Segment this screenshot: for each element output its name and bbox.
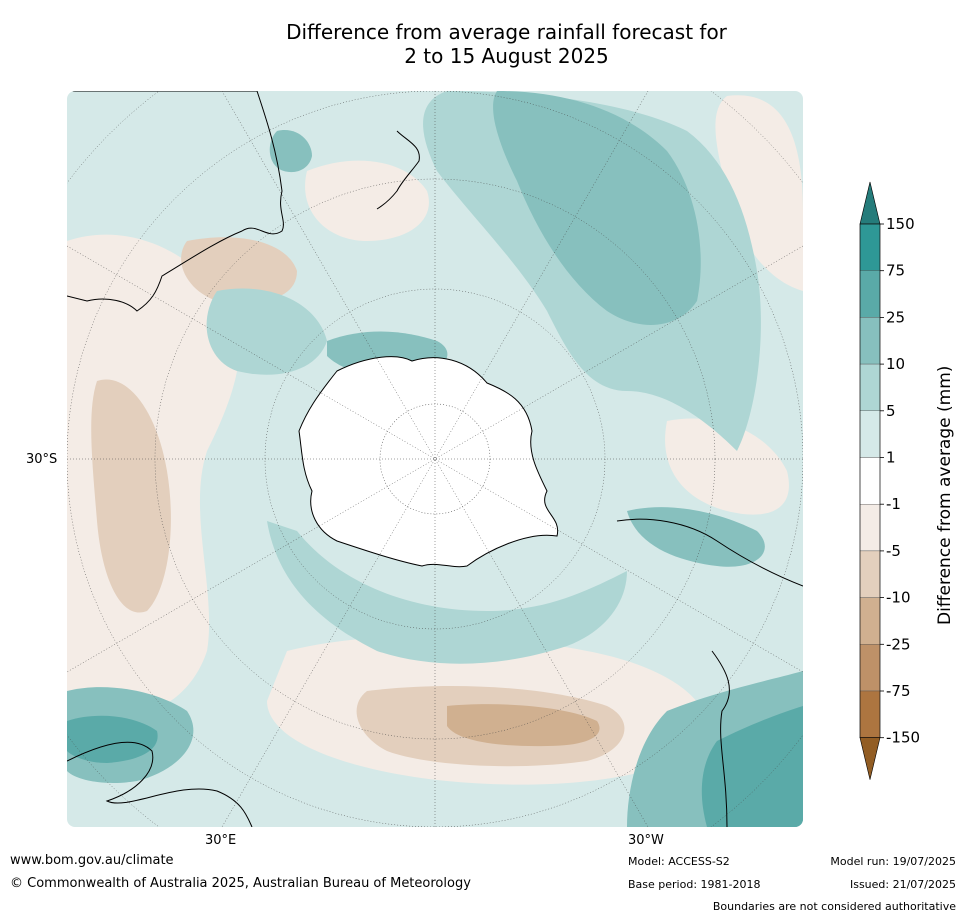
footer-base-period: Base period: 1981-2018 [628,878,761,891]
colorbar-arrow-top [859,181,881,225]
graticule [67,91,803,827]
longitude-label-east: 30°E [205,833,237,848]
colorbar-segment [859,690,881,738]
colorbar-tick-label: 150 [886,215,915,233]
africa-coast [67,741,253,827]
colorbar-label: Difference from average (mm) [935,365,955,625]
colorbar-segment [859,504,881,552]
australia-coast [67,91,284,312]
colorbar-tick-label: 25 [886,308,905,326]
colorbar-segment [859,644,881,692]
new-zealand-coast [376,130,420,210]
colorbar-tick-label: -25 [886,635,911,653]
footer-copyright: © Commonwealth of Australia 2025, Austra… [10,876,471,891]
dry-zone-pacific [665,418,789,515]
latitude-label: 30°S [26,452,58,467]
map-title: Difference from average rainfall forecas… [0,20,965,68]
wet-zone-southern-ocean [267,521,627,664]
dry-zone-south-atlantic-core [447,704,600,747]
wet-zone-pacific-inner [493,91,701,325]
dry-zone-indian [91,379,171,613]
wet-zone-indian-east [206,288,327,375]
polar-rainfall-map [67,91,803,827]
colorbar-tick-label: -5 [886,542,901,560]
colorbar-tick-label: 10 [886,355,905,373]
colorbar-arrow-bottom [859,737,881,780]
colorbar-segment [859,317,881,365]
wet-zone-south-america-west [627,507,765,567]
colorbar-tick-label: 5 [886,402,896,420]
wet-zone-australia-east [269,130,312,173]
colorbar-tick-label: -150 [886,729,920,747]
south-america-east-coast [711,650,730,827]
colorbar-segment [859,597,881,645]
wet-zone-southeast-core [701,706,803,827]
colorbar-tick-label: 75 [886,262,905,280]
title-line-1: Difference from average rainfall forecas… [286,20,727,44]
colorbar-segment [859,550,881,598]
colorbar-segment [859,457,881,505]
colorbar-segment [859,363,881,412]
colorbar-segment [859,223,881,271]
footer-disclaimer: Boundaries are not considered authoritat… [712,900,956,913]
colorbar-ticks: 150 75 25 10 5 1 -1 -5 -10 -25 -75 -150 [880,215,920,747]
dry-zone-nz [305,160,429,241]
colorbar-tick-label: 1 [886,449,896,467]
colorbar-tick-label: -75 [886,682,911,700]
footer-website: www.bom.gov.au/climate [10,853,174,868]
colorbar-segment [859,410,881,458]
colorbar-outline [859,223,881,739]
colorbar-segment [859,270,881,318]
footer-issued: Issued: 21/07/2025 [849,878,956,891]
longitude-label-west: 30°W [628,833,664,848]
colorbar-segments [859,181,881,780]
dry-zone-pacific-south [715,95,803,292]
title-line-2: 2 to 15 August 2025 [404,44,609,68]
south-america-coast [616,518,803,587]
south-pole-circle [379,403,491,515]
colorbar: 150 75 25 10 5 1 -1 -5 -10 -25 -75 -150 [859,181,920,780]
colorbar-tick-label: -10 [886,589,911,607]
footer-model-run: Model run: 19/07/2025 [830,855,956,868]
footer-model: Model: ACCESS-S2 [628,855,730,868]
colorbar-tick-label: -1 [886,495,901,513]
dry-zone-indian-north [181,237,297,303]
